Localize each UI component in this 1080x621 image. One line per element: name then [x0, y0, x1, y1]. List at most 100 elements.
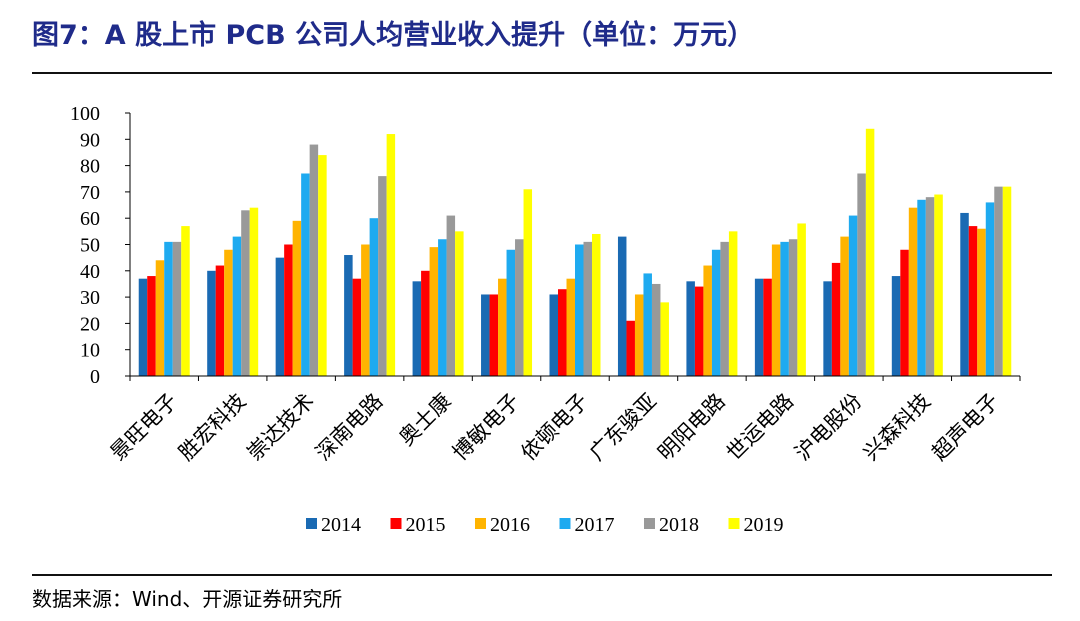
bar-2016-8 — [703, 265, 712, 376]
bar-2019-5 — [523, 189, 533, 376]
bar-2015-5 — [489, 294, 499, 376]
bar-2018-6 — [583, 241, 592, 376]
legend-label-2016: 2016 — [490, 514, 530, 536]
bar-2019-12 — [1002, 186, 1012, 376]
bar-2014-10 — [823, 281, 832, 376]
y-tick-label: 0 — [90, 366, 100, 388]
bar-2018-12 — [994, 186, 1003, 376]
bar-2018-11 — [925, 197, 935, 376]
bar-2015-0 — [147, 276, 156, 376]
bar-2016-0 — [155, 260, 165, 376]
bar-2016-10 — [840, 236, 849, 376]
bar-2015-1 — [215, 265, 225, 376]
legend-swatch-2019 — [728, 518, 740, 529]
bar-2015-4 — [421, 270, 430, 376]
y-tick-label: 10 — [80, 340, 100, 362]
bar-2015-3 — [352, 278, 362, 376]
bar-2016-12 — [977, 228, 986, 376]
x-category-label: 依顿电子 — [516, 389, 592, 465]
bar-2015-2 — [284, 244, 293, 376]
bottom-divider — [32, 574, 1052, 576]
bar-2018-0 — [172, 241, 182, 376]
bar-2015-11 — [900, 249, 909, 376]
y-tick-label: 20 — [80, 313, 100, 335]
x-category-label: 世运电路 — [722, 389, 798, 465]
bar-2016-9 — [771, 244, 781, 376]
legend-swatch-2018 — [644, 518, 655, 529]
x-category-label: 崇达技术 — [243, 389, 319, 465]
legend-swatch-2015 — [390, 518, 402, 529]
x-category-label: 景旺电子 — [106, 389, 182, 465]
x-category-label: 兴森科技 — [859, 389, 935, 465]
x-category-label: 广东骏亚 — [585, 389, 661, 465]
bar-2016-4 — [429, 247, 439, 376]
bar-2014-4 — [412, 281, 422, 376]
bar-2019-6 — [592, 233, 601, 376]
bar-2017-11 — [917, 199, 926, 376]
bar-2014-3 — [344, 255, 353, 376]
y-tick-label: 70 — [80, 182, 100, 204]
y-tick-label: 30 — [80, 287, 100, 309]
bar-2019-3 — [386, 134, 396, 376]
bar-2016-5 — [498, 278, 507, 376]
bar-2017-3 — [369, 218, 379, 376]
bar-2014-0 — [138, 278, 148, 376]
bar-2017-9 — [780, 241, 789, 376]
x-category-label: 深南电路 — [311, 389, 387, 465]
bar-2016-1 — [224, 249, 233, 376]
bar-2014-7 — [617, 236, 627, 376]
legend-label-2019: 2019 — [744, 514, 784, 536]
bars-layer — [138, 128, 1012, 376]
y-tick-label: 50 — [80, 235, 100, 257]
bar-2016-7 — [634, 294, 644, 376]
bar-2014-5 — [481, 294, 490, 376]
bar-2017-5 — [506, 249, 516, 376]
bar-2018-3 — [378, 176, 387, 376]
legend: 2014 2015 2016 2017 2018 2019 — [306, 514, 784, 536]
x-category-label: 超声电子 — [927, 389, 1003, 465]
x-category-label: 奥士康 — [394, 389, 456, 451]
bar-2019-8 — [728, 231, 738, 376]
bar-2019-1 — [249, 207, 259, 376]
legend-swatch-2016 — [475, 518, 486, 529]
bar-2017-10 — [848, 215, 858, 376]
x-category-label: 沪电股份 — [790, 389, 866, 465]
bar-2015-12 — [968, 226, 978, 376]
bar-2015-10 — [831, 262, 841, 376]
bar-2018-5 — [515, 239, 524, 376]
legend-swatch-2017 — [559, 518, 571, 529]
legend-swatch-2014 — [306, 518, 317, 529]
y-tick-label: 40 — [80, 261, 100, 283]
y-tick-label: 90 — [80, 129, 100, 151]
bar-2014-11 — [891, 276, 901, 376]
bar-2018-7 — [651, 283, 661, 376]
x-category-label: 博敏电子 — [448, 389, 524, 465]
bar-2018-10 — [857, 173, 866, 376]
bar-2017-0 — [164, 241, 173, 376]
bar-2017-12 — [985, 202, 995, 376]
bar-2019-2 — [318, 155, 327, 376]
top-divider — [32, 72, 1052, 74]
bar-2017-4 — [438, 239, 447, 376]
bar-2018-2 — [309, 144, 319, 376]
bar-2014-2 — [275, 257, 285, 376]
bar-2015-8 — [694, 286, 704, 376]
bar-2016-11 — [908, 207, 918, 376]
bar-2018-8 — [720, 241, 729, 376]
bar-2019-10 — [865, 128, 875, 376]
bar-2017-8 — [711, 249, 721, 376]
source-note: 数据来源：Wind、开源证券研究所 — [32, 587, 343, 611]
legend-label-2017: 2017 — [575, 514, 615, 536]
bar-2019-0 — [181, 226, 190, 376]
y-tick-label: 80 — [80, 156, 100, 178]
legend-label-2014: 2014 — [321, 514, 361, 536]
bar-2014-1 — [207, 270, 216, 376]
y-tick-label: 100 — [70, 103, 100, 125]
bar-2014-9 — [754, 278, 764, 376]
x-category-label: 胜宏科技 — [174, 389, 250, 465]
bar-2015-7 — [626, 320, 635, 376]
bar-2019-7 — [660, 302, 669, 376]
bar-2018-9 — [788, 239, 798, 376]
bar-2016-3 — [361, 244, 370, 376]
x-category-label: 明阳电路 — [653, 389, 729, 465]
